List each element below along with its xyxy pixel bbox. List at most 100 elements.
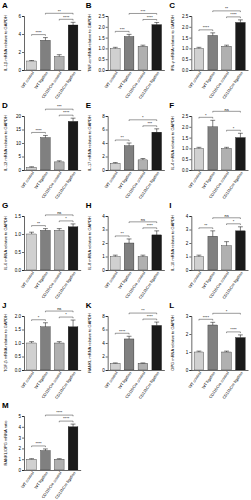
significance-label: ns [57, 210, 61, 215]
y-tick-label: 10 [16, 141, 22, 146]
y-tick: 0.0 [98, 68, 107, 73]
y-tick: 5 [18, 154, 24, 159]
x-tick-label: CD11bCre ligation [221, 171, 244, 200]
y-tick-label: 0 [186, 268, 189, 273]
bar [110, 257, 120, 271]
significance-label: **** [56, 410, 63, 415]
error-bar [154, 129, 159, 132]
panel: E02468WT controlWT ligationCD11bCre cont… [86, 101, 165, 200]
x-tick: CD11bCre ligation [221, 70, 244, 100]
bar [68, 121, 78, 170]
error-bar [29, 166, 34, 168]
error-bar [113, 47, 118, 48]
annotations: ********** [199, 6, 240, 31]
y-tick: 8 [102, 114, 108, 119]
y-tick-label: 1 [186, 350, 189, 355]
bar [138, 363, 148, 370]
y-tick: 0.5 [98, 57, 107, 62]
bar [194, 257, 204, 271]
bar [68, 327, 78, 370]
plot: 02468WT controlWT ligationCD11bCre contr… [87, 308, 165, 400]
error-bar [197, 47, 202, 48]
x-tick: CD11bCre ligation [137, 270, 160, 300]
y-tick-label: 3 [18, 436, 21, 441]
annotations: ********* [199, 309, 240, 334]
x-axis: WT controlWT ligationCD11bCre controlCD1… [104, 170, 165, 200]
y-tick: 1 [186, 350, 192, 355]
y-tick-label: 6 [18, 14, 21, 19]
x-tick: CD11bCre ligation [137, 170, 160, 200]
y-tick-label: 1 [186, 254, 189, 259]
annotations: ***ns [32, 210, 73, 227]
error-bar [71, 320, 76, 327]
y-tick-mark [189, 270, 191, 271]
error-bar [224, 242, 229, 246]
bar [208, 236, 218, 270]
error-bar [197, 147, 202, 148]
y-tick: 4 [186, 214, 192, 219]
y-tick-label: 1.0 [182, 46, 189, 51]
bar [236, 22, 246, 70]
panel: I01234WT controlWT ligationCD11bCre cont… [169, 201, 248, 300]
y-tick-mark [106, 27, 108, 28]
bar [68, 427, 78, 470]
y-axis: 0246 [18, 14, 24, 73]
error-bar [29, 458, 34, 460]
x-tick: CD11bCre ligation [54, 470, 77, 500]
y-tick: 1 [186, 254, 192, 259]
y-tick: 2.5 [182, 14, 191, 19]
error-bar [224, 147, 229, 148]
plot: 01234WT controlWT ligationCD11bCre contr… [87, 214, 165, 300]
bar [124, 146, 134, 170]
panel: J0.00.51.01.52.0WT controlWT ligationCD1… [2, 301, 81, 400]
y-tick: 1.5 [182, 36, 191, 41]
error-bar [113, 362, 118, 363]
marks [27, 320, 78, 370]
significance-label: **** [63, 416, 70, 421]
error-bar [238, 335, 243, 338]
y-tick: 2.5 [182, 114, 191, 119]
y-axis-title: RANKL mRNA relative to GAPDH [87, 313, 92, 373]
error-bar [140, 255, 145, 256]
significance-label: *** [120, 27, 125, 32]
y-tick: 0.0 [15, 268, 24, 273]
y-tick-label: 3 [186, 227, 189, 232]
y-tick-label: 0.0 [15, 268, 22, 273]
y-tick: 0.0 [182, 168, 191, 173]
y-tick-mark [22, 170, 24, 171]
error-bar [57, 161, 62, 162]
significance-label: ** [121, 135, 125, 140]
y-axis: 01234 [102, 214, 108, 273]
bar [222, 246, 232, 270]
error-bar [154, 231, 159, 235]
y-tick-mark [22, 357, 24, 358]
bar [222, 352, 232, 370]
significance-label: * [65, 312, 67, 317]
y-axis-line [22, 417, 25, 471]
y-tick-mark [189, 127, 191, 128]
bar [54, 459, 64, 470]
y-tick-mark [189, 38, 191, 39]
y-tick: 10 [16, 141, 24, 146]
significance-label: **** [230, 12, 237, 17]
y-tick: 1.5 [15, 327, 24, 332]
error-bar [113, 162, 118, 164]
y-axis-line [106, 317, 109, 371]
significance-label: ** [58, 9, 62, 14]
error-bar [127, 143, 132, 146]
error-bar [71, 22, 76, 25]
x-axis: WT controlWT ligationCD11bCre controlCD1… [20, 270, 81, 300]
y-tick: 1.0 [15, 341, 24, 346]
error-bar [43, 229, 48, 231]
y-tick: 0.5 [15, 354, 24, 359]
y-tick: 0 [186, 268, 192, 273]
y-tick: 2 [102, 241, 108, 246]
panel-letter: J [2, 301, 6, 310]
plot: 0.00.51.01.5WT controlWT ligationCD11bCr… [3, 210, 81, 300]
y-tick-mark [22, 252, 24, 253]
marks [194, 120, 245, 170]
plot: 0246WT controlWT ligationCD11bCre contro… [3, 9, 81, 100]
y-axis-title: IL-6 mRNA relative to GAPDH [3, 216, 8, 269]
x-tick: CD11bCre ligation [137, 70, 160, 100]
y-tick: 1.0 [98, 46, 107, 51]
